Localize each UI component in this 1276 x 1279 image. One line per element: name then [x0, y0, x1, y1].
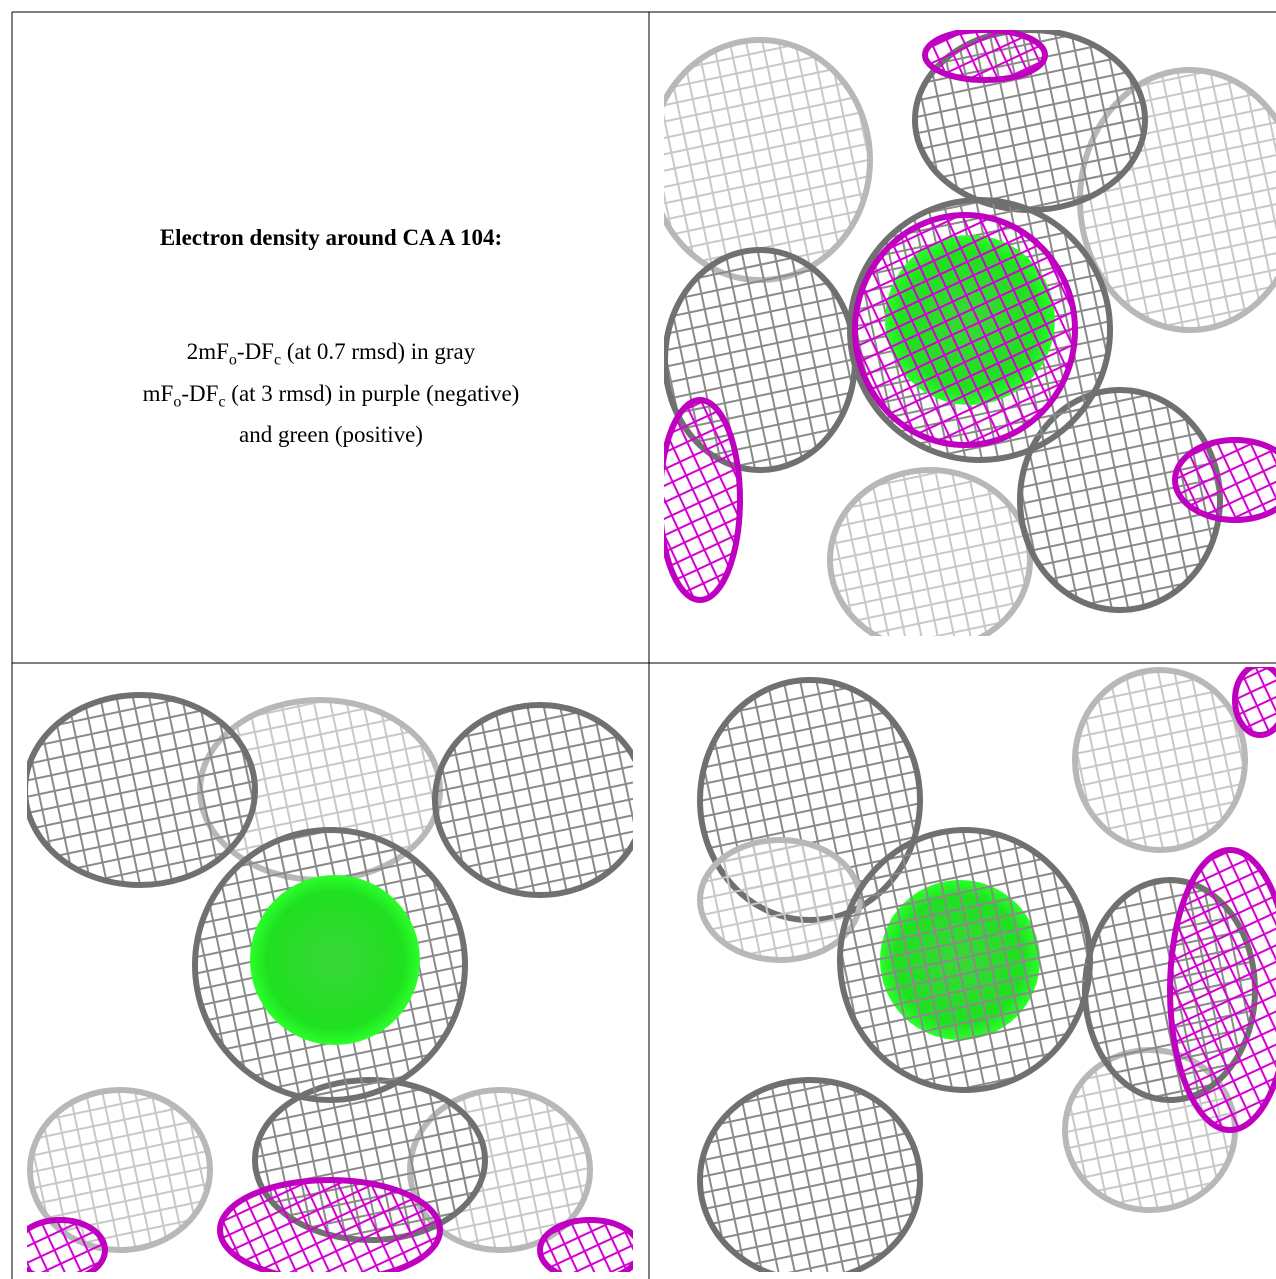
mesh-blob	[852, 212, 1078, 448]
positive-density	[250, 875, 420, 1045]
subscript: c	[218, 393, 226, 411]
mesh-blob	[1172, 437, 1276, 523]
subscript: o	[228, 351, 237, 369]
table-lines	[11, 11, 1276, 1279]
density-image	[697, 667, 1276, 1272]
mesh-blob	[922, 30, 1048, 83]
mesh-blob	[837, 827, 1093, 1093]
caption-panel: Electron density around CA A 104: 2mFo-D…	[13, 13, 649, 663]
text-run: (at 0.7 rmsd) in gray	[281, 339, 476, 364]
mesh-blob	[1167, 847, 1276, 1133]
text-run: -DF	[236, 339, 274, 364]
legend-line: mFo-DFc (at 3 rmsd) in purple (negative)	[13, 377, 649, 419]
text-run: mF	[142, 380, 174, 406]
caption-legend: 2mFo-DFc (at 0.7 rmsd) in gray mFo-DFc (a…	[13, 335, 649, 451]
legend-line: and green (positive)	[13, 418, 649, 451]
text-run: and green (positive)	[239, 422, 423, 448]
mesh-blob	[27, 1087, 213, 1253]
caption-title: Electron density around CA A 104:	[159, 225, 503, 250]
mesh-blob	[827, 467, 1033, 636]
mesh-blob	[1072, 667, 1248, 853]
mesh-blob	[664, 397, 743, 603]
mesh-blob	[697, 1077, 923, 1272]
mesh-blob	[27, 1217, 108, 1272]
mesh-blob	[217, 1177, 443, 1272]
text-run: 2mF	[186, 339, 229, 364]
mesh-blob	[432, 702, 633, 898]
mesh-blob	[697, 837, 863, 963]
subscript: c	[273, 351, 282, 369]
text-run: -DF	[181, 380, 219, 406]
mesh-blob	[664, 37, 873, 283]
text-run: (at 3 rmsd) in purple (negative)	[225, 380, 520, 406]
mesh-blob	[27, 692, 258, 888]
mesh-blob	[537, 1217, 633, 1272]
density-image	[27, 692, 633, 1272]
mesh-blob	[1232, 667, 1276, 738]
density-image	[664, 30, 1276, 636]
subscript: o	[173, 393, 182, 411]
legend-line: 2mFo-DFc (at 0.7 rmsd) in gray	[13, 335, 649, 377]
